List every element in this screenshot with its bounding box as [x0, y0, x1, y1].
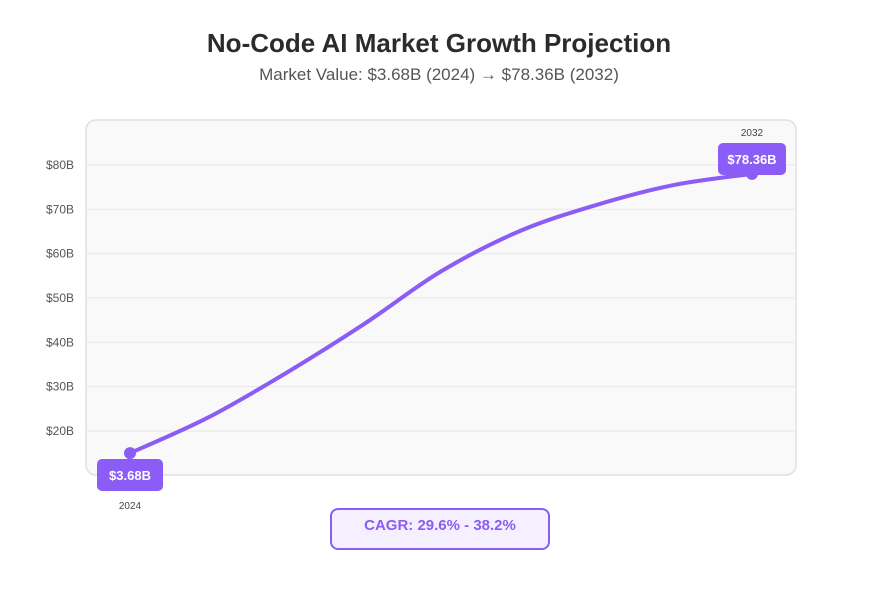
- y-tick-label: $20B: [46, 424, 74, 438]
- start-point: [124, 447, 136, 460]
- y-tick-label: $50B: [46, 291, 74, 305]
- cagr-badge: CAGR: 29.6% - 38.2%: [330, 508, 550, 550]
- y-tick-label: $60B: [46, 247, 74, 261]
- end-label-box: [718, 143, 786, 175]
- series-line: [128, 171, 754, 456]
- end-value-label: $78.36B: [727, 152, 776, 167]
- y-tick-label: $30B: [46, 380, 74, 394]
- y-tick-label: $70B: [46, 202, 74, 216]
- start-year-label: 2024: [119, 501, 142, 512]
- y-tick-label: $40B: [46, 335, 74, 349]
- y-tick-label: $80B: [46, 158, 74, 172]
- start-label: $3.68B: [97, 459, 163, 491]
- chart-title: No-Code AI Market Growth Projection: [206, 28, 672, 58]
- start-value-label: $3.68B: [109, 468, 151, 483]
- end-year-label: 2032: [741, 128, 764, 139]
- start-label-box: [97, 459, 163, 491]
- chart-subtitle: Market Value: $3.68B (2024) → $78.36B (2…: [259, 65, 619, 84]
- end-label: $78.36B: [718, 143, 786, 175]
